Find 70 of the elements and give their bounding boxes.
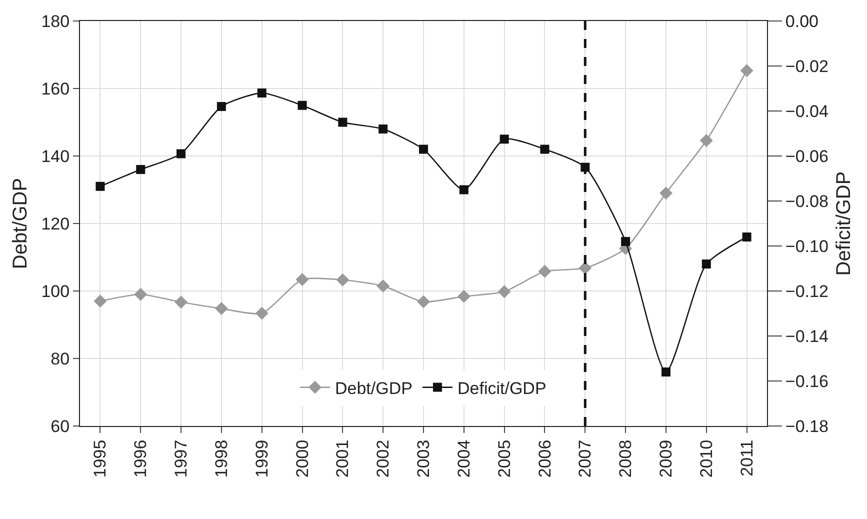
point [740, 64, 754, 78]
x-tick-label: 2004 [454, 440, 474, 478]
point [296, 273, 309, 286]
y-tick-label: 60 [50, 416, 70, 436]
x-tick-label: 1998 [212, 440, 231, 478]
y2-tick-label: −0.02 [785, 56, 828, 76]
point [661, 368, 670, 376]
point [96, 182, 105, 191]
y2-tick-label: −0.14 [785, 326, 828, 346]
legend-label: Deficit/GDP [457, 378, 546, 398]
point [702, 260, 711, 268]
point [176, 149, 186, 158]
point [376, 279, 390, 292]
y2-tick-label: −0.10 [785, 236, 828, 256]
point [742, 232, 752, 242]
y-tick-label: 80 [50, 349, 70, 368]
point [214, 302, 228, 316]
point [417, 295, 430, 308]
point [498, 285, 511, 298]
x-tick-label: 2009 [656, 440, 676, 478]
point [459, 185, 468, 194]
x-tick-label: 2011 [737, 440, 756, 476]
y2-tick-label: −0.04 [785, 102, 828, 121]
point [136, 165, 146, 174]
x-tick-label: 2010 [696, 440, 716, 478]
x-tick-label: 2006 [535, 440, 554, 478]
y-tick-label: 140 [41, 146, 70, 166]
point [174, 296, 188, 309]
point [216, 102, 226, 111]
x-tick-label: 2001 [333, 440, 352, 478]
point [500, 134, 509, 144]
x-tick-label: 2005 [494, 440, 514, 478]
point [378, 124, 388, 134]
y-tick-label: 180 [41, 12, 70, 31]
y2-tick-label: −0.16 [785, 372, 828, 391]
point [700, 134, 713, 147]
y-tick-label: 120 [41, 214, 70, 234]
y-tick-label: 160 [41, 79, 70, 98]
y-tick-label: 100 [41, 282, 70, 301]
x-tick-label: 2007 [576, 440, 595, 478]
point [457, 290, 470, 303]
y2-tick-label: −0.18 [785, 416, 828, 436]
point [338, 118, 348, 127]
x-tick-label: 1996 [131, 440, 150, 478]
x-tick-label: 2000 [292, 440, 312, 478]
point [298, 100, 307, 110]
point [94, 294, 107, 308]
point [621, 237, 630, 246]
x-tick-label: 2008 [616, 440, 636, 478]
legend-label: Debt/GDP [335, 378, 412, 398]
point [578, 262, 592, 275]
point [255, 306, 268, 320]
point [540, 144, 550, 154]
x-tick-label: 1995 [90, 440, 110, 478]
point [419, 144, 428, 154]
x-tick-label: 1997 [172, 440, 191, 478]
y2-tick-label: −0.12 [785, 282, 828, 301]
point [659, 186, 672, 200]
x-tick-label: 2003 [414, 440, 434, 478]
y-axis-title: Debt/GDP [10, 178, 32, 270]
point [134, 288, 148, 301]
point [538, 264, 552, 278]
y2-tick-label: 0.00 [785, 12, 818, 31]
x-tick-label: 2002 [374, 440, 393, 478]
y2-tick-label: −0.08 [785, 192, 828, 211]
y2-axis-title: Deficit/GDP [832, 171, 855, 276]
point [257, 88, 266, 98]
point [336, 273, 350, 286]
y2-tick-label: −0.06 [785, 146, 828, 166]
x-tick-label: 1999 [252, 440, 272, 478]
